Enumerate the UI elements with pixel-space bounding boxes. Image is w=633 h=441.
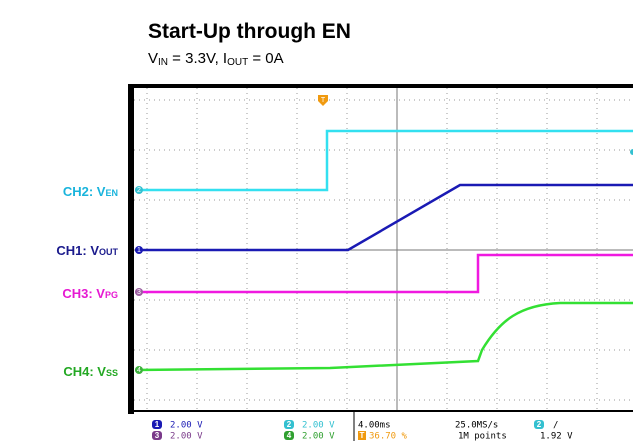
status-badge: 3 xyxy=(155,431,160,440)
status-text: 2.00 V xyxy=(302,432,335,441)
status-badge: T xyxy=(360,431,365,440)
status-badge: 2 xyxy=(287,420,292,429)
channel-marker: 2 xyxy=(137,187,141,194)
title: Start-Up through EN xyxy=(148,20,351,43)
status-text: / xyxy=(553,421,558,431)
status-badge: 4 xyxy=(287,431,292,440)
status-text: 36.70 % xyxy=(369,432,408,441)
channel-label: CH2: VEN xyxy=(63,184,118,199)
channel-label: CH1: VOUT xyxy=(56,243,118,258)
channel-marker: 3 xyxy=(137,289,141,296)
status-badge: 1 xyxy=(155,420,160,429)
channel-marker: 1 xyxy=(137,247,141,254)
scope-screen: T 2 1 3 4 xyxy=(128,84,633,414)
status-bar: 1 3 2 4 T 2 2.00 V 2.00 V 2.00 V 2.00 V … xyxy=(134,412,633,441)
status-badge: 2 xyxy=(537,420,542,429)
status-text: 1M points xyxy=(458,432,507,441)
channel-label: CH3: VPG xyxy=(62,286,118,301)
trigger-marker: T xyxy=(321,97,326,104)
status-text: 2.00 V xyxy=(302,421,335,431)
status-text: 25.0MS/s xyxy=(455,421,498,431)
subtitle: VIN = 3.3V, IOUT = 0A xyxy=(148,50,284,68)
channel-label: CH4: VSS xyxy=(63,364,118,379)
status-text: 4.00ms xyxy=(358,421,391,431)
channel-marker: 4 xyxy=(137,367,141,374)
status-text: 1.92 V xyxy=(540,432,573,441)
status-text: 2.00 V xyxy=(170,432,203,441)
status-text: 2.00 V xyxy=(170,421,203,431)
